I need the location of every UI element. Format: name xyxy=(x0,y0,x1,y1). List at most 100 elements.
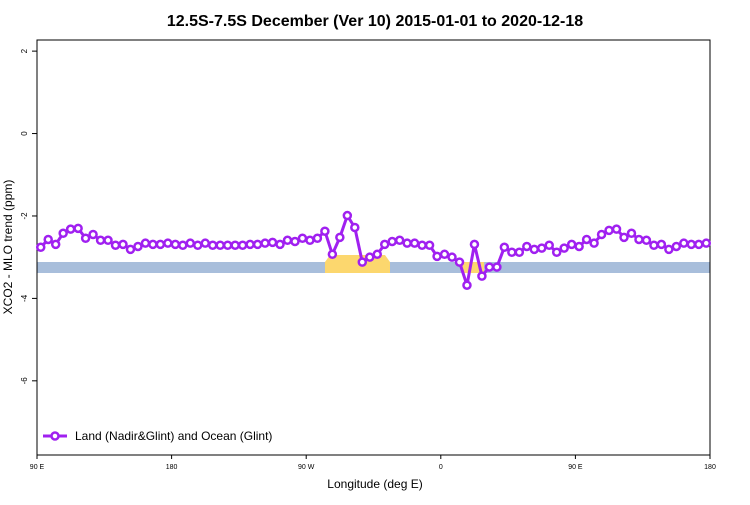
legend-label: Land (Nadir&Glint) and Ocean (Glint) xyxy=(75,429,272,443)
data-point xyxy=(611,224,622,234)
data-point xyxy=(447,252,457,262)
data-point xyxy=(155,239,166,250)
data-point xyxy=(417,240,427,250)
data-point xyxy=(507,247,517,257)
data-point xyxy=(342,210,353,221)
data-point xyxy=(379,239,390,250)
y-tick-label: -2 xyxy=(20,212,29,220)
data-point xyxy=(619,232,629,243)
data-point xyxy=(125,244,136,255)
data-point xyxy=(252,239,263,250)
data-point xyxy=(312,233,323,243)
data-point xyxy=(574,241,584,252)
data-point xyxy=(327,249,338,260)
data-point xyxy=(432,251,442,262)
data-point xyxy=(118,239,128,250)
data-point xyxy=(95,235,106,246)
data-point xyxy=(656,239,667,250)
data-point xyxy=(544,240,554,250)
data-point xyxy=(357,257,368,267)
data-point xyxy=(88,229,98,240)
data-point xyxy=(626,228,637,239)
data-point xyxy=(260,238,270,248)
data-point xyxy=(222,240,233,250)
data-point xyxy=(649,240,659,250)
data-point xyxy=(664,244,674,255)
data-point xyxy=(694,239,704,250)
data-point xyxy=(559,243,569,253)
data-point xyxy=(275,239,285,250)
data-point xyxy=(596,229,607,240)
data-point xyxy=(35,242,46,253)
y-tick-label: 2 xyxy=(20,48,29,53)
data-point xyxy=(140,238,151,248)
data-point xyxy=(200,238,210,248)
data-point xyxy=(492,262,502,272)
data-point xyxy=(529,244,540,255)
x-axis-label: Longitude (deg E) xyxy=(327,477,422,491)
data-point xyxy=(679,238,689,248)
data-point xyxy=(566,239,577,250)
data-point xyxy=(469,239,480,250)
data-point xyxy=(245,239,255,250)
data-point xyxy=(73,223,83,234)
data-point xyxy=(350,222,360,233)
data-point xyxy=(237,240,248,250)
data-point xyxy=(551,247,562,257)
x-tick-label: 90 E xyxy=(568,464,583,471)
y-axis-label: XCO2 - MLO trend (ppm) xyxy=(1,180,15,315)
data-point xyxy=(484,262,495,272)
data-point xyxy=(65,224,76,234)
x-tick-label: 90 E xyxy=(30,464,45,471)
data-point xyxy=(50,239,61,250)
legend: Land (Nadir&Glint) and Ocean (Glint) xyxy=(43,429,272,443)
x-tick-label: 180 xyxy=(166,464,178,471)
data-point xyxy=(335,232,345,243)
data-point xyxy=(163,238,173,248)
data-point xyxy=(133,241,143,252)
data-point xyxy=(387,236,397,247)
x-tick-label: 90 W xyxy=(298,464,315,471)
data-point xyxy=(671,241,682,252)
data-point xyxy=(185,238,196,248)
data-point xyxy=(641,235,652,246)
data-point xyxy=(634,234,644,245)
data-point xyxy=(581,234,592,245)
data-point xyxy=(282,235,293,246)
data-point xyxy=(424,240,435,250)
land-band xyxy=(325,262,390,273)
data-point xyxy=(454,257,465,267)
data-point xyxy=(365,252,375,262)
data-point xyxy=(215,240,225,250)
data-point xyxy=(320,226,330,236)
legend-marker xyxy=(50,431,60,441)
y-tick-label: 0 xyxy=(20,131,29,136)
data-point xyxy=(178,240,188,250)
data-point xyxy=(297,233,308,243)
data-point xyxy=(305,235,315,246)
data-point xyxy=(230,240,240,250)
data-point xyxy=(110,240,121,250)
data-point xyxy=(148,239,158,250)
x-tick-label: 0 xyxy=(439,464,443,471)
data-point xyxy=(58,228,68,239)
chart-title: 12.5S-7.5S December (Ver 10) 2015-01-01 … xyxy=(167,13,583,30)
data-point xyxy=(701,238,712,248)
data-point xyxy=(103,235,113,246)
data-point xyxy=(604,225,614,236)
data-point xyxy=(193,240,203,250)
y-tick-label: -6 xyxy=(20,377,29,385)
data-point xyxy=(589,238,599,248)
data-point xyxy=(499,242,510,253)
data-point xyxy=(439,249,450,260)
data-point xyxy=(409,238,420,248)
data-point xyxy=(372,249,382,260)
data-point xyxy=(514,247,525,257)
data-point xyxy=(402,238,412,248)
data-point xyxy=(170,239,181,250)
data-point xyxy=(537,243,547,253)
data-point xyxy=(290,236,300,247)
data-point xyxy=(522,241,532,252)
data-point xyxy=(43,234,53,245)
